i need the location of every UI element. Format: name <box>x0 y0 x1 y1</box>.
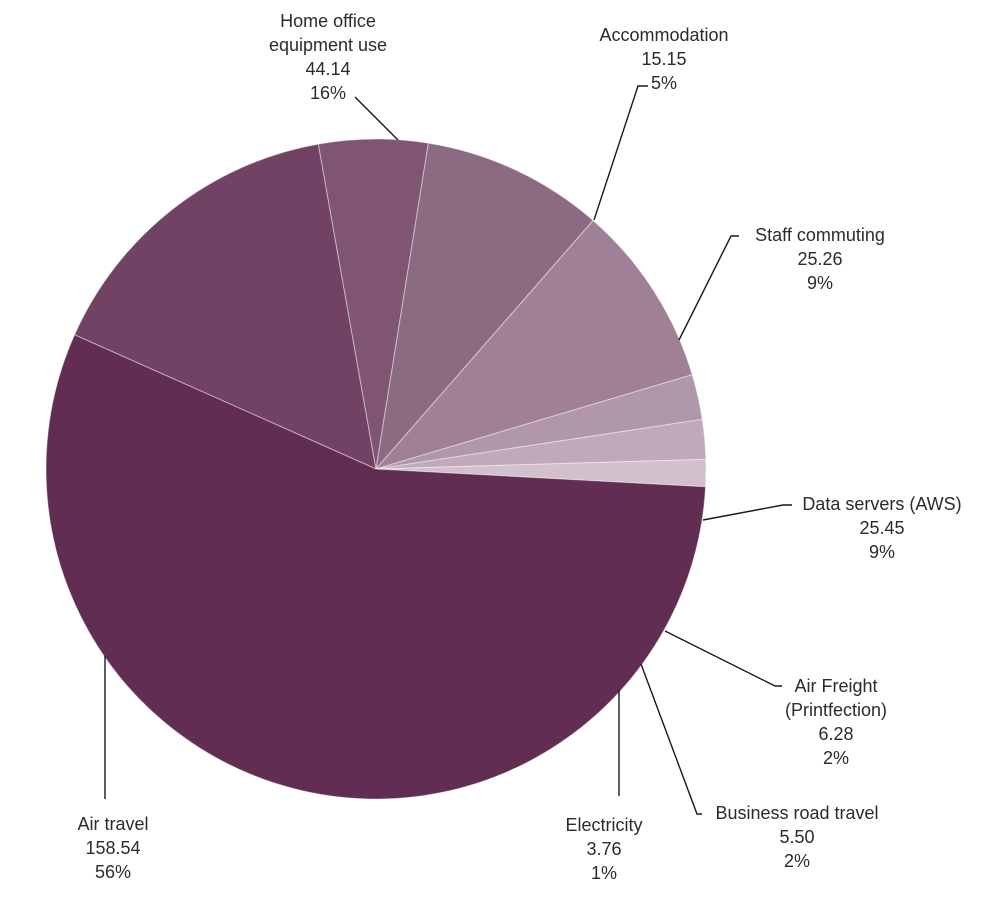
slice-label-line-1-electricity: Electricity <box>565 815 642 835</box>
slice-label-air-freight-printfection: Air Freight (Printfection) 6.28 2% <box>785 676 887 768</box>
slice-label-line-1-business-road-travel: Business road travel <box>715 803 878 823</box>
pie-slice-home-office-equipment-use <box>73 143 377 470</box>
slice-label-home-office-equipment-use: Home office equipment use 44.14 16% <box>269 11 387 103</box>
slice-label-line-1-data-servers-aws: Data servers (AWS) <box>802 494 961 514</box>
leader-lines-layer <box>104 85 792 815</box>
slice-value-air-travel: 158.54 <box>85 838 140 858</box>
labels-layer: Home office equipment use 44.14 16% Accommod… <box>77 11 961 883</box>
slice-label-air-travel: Air travel 158.54 56% <box>77 814 148 882</box>
slice-value-electricity: 3.76 <box>586 839 621 859</box>
slice-label-accommodation: Accommodation 15.15 5% <box>599 25 728 93</box>
slice-percent-accommodation: 5% <box>651 73 677 93</box>
slice-value-air-freight-printfection: 6.28 <box>818 724 853 744</box>
slice-percent-data-servers-aws: 9% <box>869 542 895 562</box>
slice-percent-electricity: 1% <box>591 863 617 883</box>
pie-slice-staff-commuting <box>375 142 594 471</box>
slice-value-data-servers-aws: 25.45 <box>859 518 904 538</box>
leader-line-air-freight-printfection <box>664 630 782 687</box>
leader-line-home-office-equipment-use <box>354 96 399 141</box>
slice-label-business-road-travel: Business road travel 5.50 2% <box>715 803 878 871</box>
slice-value-staff-commuting: 25.26 <box>797 249 842 269</box>
slice-percent-air-freight-printfection: 2% <box>823 748 849 768</box>
leader-line-business-road-travel <box>640 663 702 815</box>
leader-line-data-servers-aws <box>702 504 792 521</box>
slice-label-line-2-air-freight-printfection: (Printfection) <box>785 700 887 720</box>
slice-percent-air-travel: 56% <box>95 862 131 882</box>
leader-line-staff-commuting <box>678 235 739 341</box>
pie-slice-accommodation <box>317 138 429 470</box>
leader-line-accommodation <box>593 85 648 221</box>
slice-label-line-1-home-office-equipment-use: Home office <box>280 11 376 31</box>
pie-slice-air-freight-printfection <box>375 374 703 470</box>
pie-slice-air-travel <box>45 334 707 800</box>
slices-layer <box>45 138 707 800</box>
slice-label-line-1-staff-commuting: Staff commuting <box>755 225 885 245</box>
slice-label-line-2-home-office-equipment-use: equipment use <box>269 35 387 55</box>
slice-value-accommodation: 15.15 <box>641 49 686 69</box>
pie-slice-data-servers-aws <box>374 219 693 470</box>
slice-value-business-road-travel: 5.50 <box>779 827 814 847</box>
slice-label-line-1-air-freight-printfection: Air Freight <box>794 676 877 696</box>
pie-slice-business-road-travel <box>375 418 707 470</box>
slice-label-line-1-accommodation: Accommodation <box>599 25 728 45</box>
slice-label-staff-commuting: Staff commuting 25.26 9% <box>755 225 885 293</box>
slice-value-home-office-equipment-use: 44.14 <box>305 59 350 79</box>
slice-percent-staff-commuting: 9% <box>807 273 833 293</box>
slice-percent-business-road-travel: 2% <box>784 851 810 871</box>
pie-slice-electricity <box>375 458 707 488</box>
slice-label-line-1-air-travel: Air travel <box>77 814 148 834</box>
slice-label-electricity: Electricity 3.76 1% <box>565 815 642 883</box>
slice-percent-home-office-equipment-use: 16% <box>310 83 346 103</box>
slice-label-data-servers-aws: Data servers (AWS) 25.45 9% <box>802 494 961 562</box>
